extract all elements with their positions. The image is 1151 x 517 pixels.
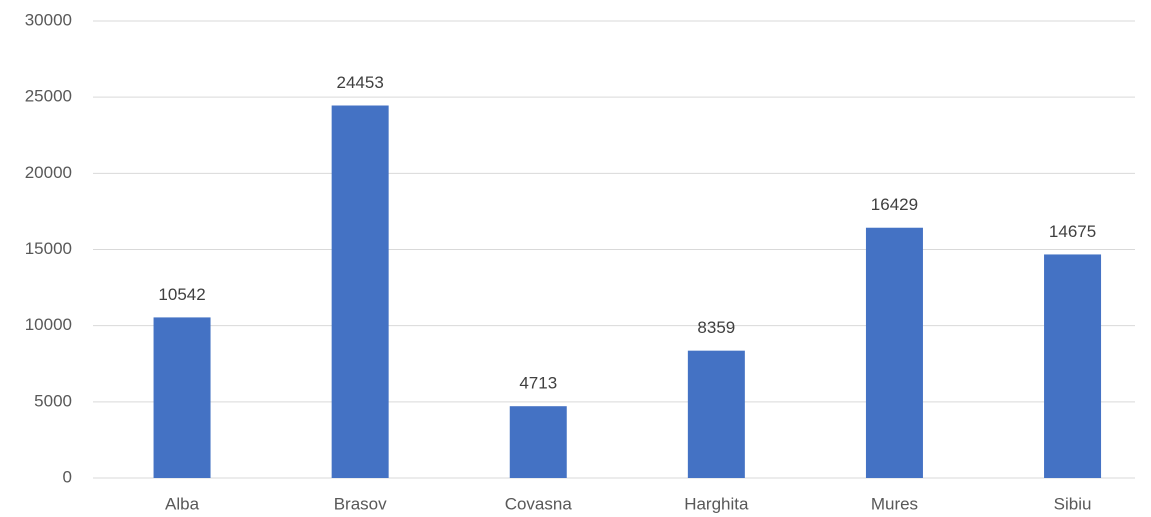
y-tick-label: 15000	[25, 239, 72, 258]
data-label: 16429	[871, 195, 918, 214]
x-tick-label: Covasna	[505, 494, 573, 513]
data-label: 10542	[158, 285, 205, 304]
x-tick-label: Brasov	[334, 494, 387, 513]
bar	[331, 105, 389, 478]
bar	[153, 317, 211, 478]
y-tick-label: 5000	[34, 391, 72, 410]
y-tick-label: 25000	[25, 87, 72, 106]
x-tick-label: Harghita	[684, 494, 749, 513]
y-tick-label: 0	[63, 467, 72, 486]
bar	[509, 406, 567, 478]
data-label: 4713	[519, 374, 557, 393]
y-tick-label: 10000	[25, 315, 72, 334]
x-tick-label: Alba	[165, 494, 200, 513]
bar	[1044, 254, 1102, 478]
y-tick-label: 30000	[25, 10, 72, 29]
y-tick-label: 20000	[25, 163, 72, 182]
data-label: 24453	[337, 73, 384, 92]
bar	[865, 227, 923, 478]
data-label: 8359	[697, 318, 735, 337]
x-tick-label: Sibiu	[1054, 494, 1092, 513]
bar	[687, 350, 745, 478]
x-tick-label: Mures	[871, 494, 918, 513]
data-label: 14675	[1049, 222, 1096, 241]
